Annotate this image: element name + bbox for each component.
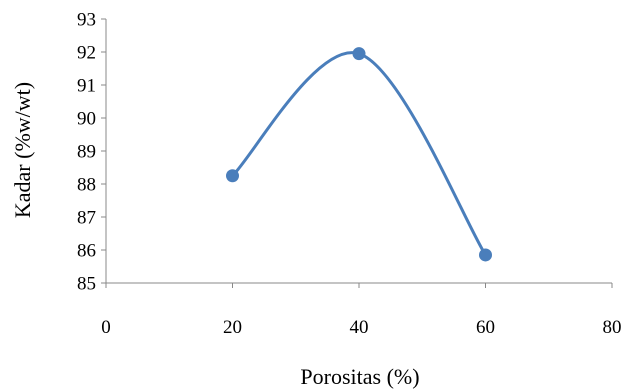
y-tick-label: 90 <box>77 109 96 130</box>
data-point <box>352 47 366 61</box>
data-point <box>479 248 492 262</box>
x-tick-label: 60 <box>476 317 495 338</box>
plot-series <box>226 47 492 262</box>
y-tick-label: 91 <box>77 76 96 97</box>
y-tick-label: 86 <box>77 241 96 262</box>
y-tick-label: 93 <box>77 10 96 31</box>
data-point <box>226 169 239 183</box>
y-tick-label: 87 <box>77 208 96 229</box>
y-tick-label: 92 <box>77 43 96 64</box>
x-ticks: 0 20 40 60 80 <box>101 283 622 338</box>
y-tick-label: 89 <box>77 142 96 163</box>
y-tick-label: 88 <box>77 175 96 196</box>
x-tick-label: 80 <box>603 317 622 338</box>
y-axis: 85 86 87 88 89 90 91 92 93 <box>77 10 107 295</box>
x-axis: 0 20 40 60 80 <box>101 282 622 338</box>
x-tick-label: 0 <box>101 317 111 338</box>
y-axis-title: Kadar (%w/wt) <box>10 82 35 218</box>
y-ticks: 85 86 87 88 89 90 91 92 93 <box>77 10 106 295</box>
x-axis-title: Porositas (%) <box>300 364 419 389</box>
x-tick-label: 20 <box>223 317 242 338</box>
series-line <box>231 51 487 257</box>
y-tick-label: 85 <box>77 274 96 295</box>
x-tick-label: 40 <box>350 317 369 338</box>
